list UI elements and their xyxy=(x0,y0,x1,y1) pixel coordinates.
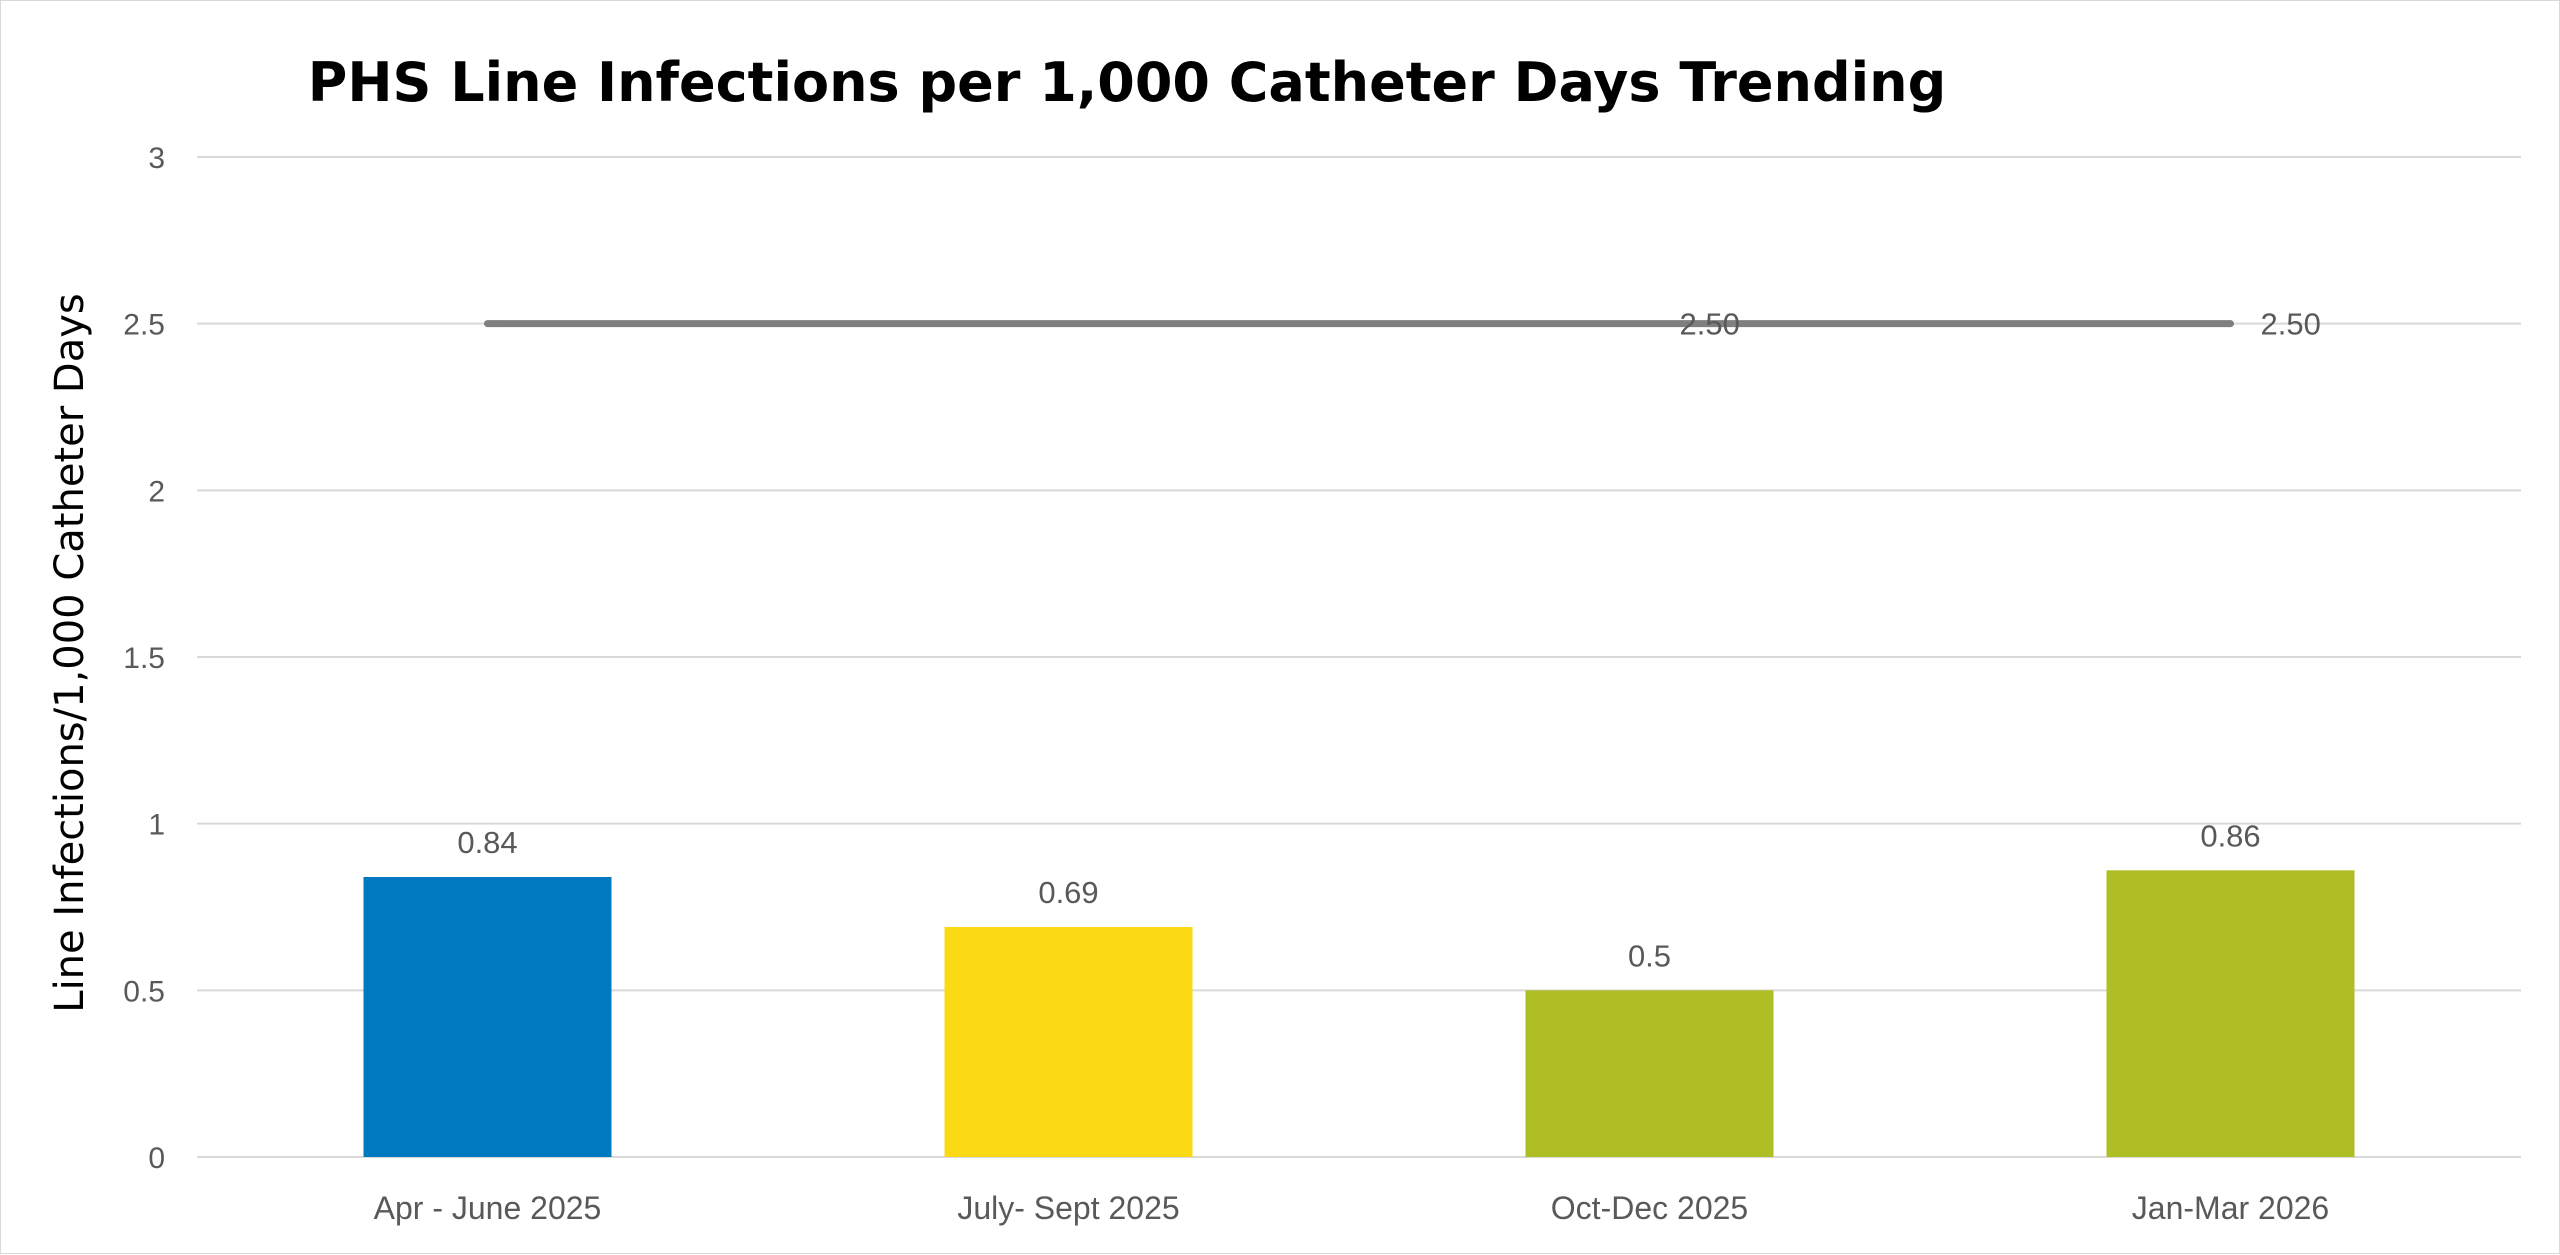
y-tick-label: 2.5 xyxy=(123,309,165,342)
y-tick-label: 1 xyxy=(148,809,165,842)
chart-title: PHS Line Infections per 1,000 Catheter D… xyxy=(308,51,1946,114)
target-value-label: 2.50 xyxy=(2261,307,2321,342)
bar-value-label: 0.69 xyxy=(1038,875,1098,910)
y-axis-ticks: 0 0.5 1 1.5 2 2.5 3 xyxy=(123,142,165,1175)
bar xyxy=(1525,990,1774,1157)
target-value-label: 2.50 xyxy=(1680,307,1740,342)
bar-value-label: 0.5 xyxy=(1628,938,1671,973)
y-tick-label: 0 xyxy=(148,1142,165,1175)
y-tick-label: 1.5 xyxy=(123,642,165,675)
data-labels: 0.84 0.69 0.5 0.86 2.50 2.50 xyxy=(457,307,2321,974)
bar-series xyxy=(363,870,2355,1157)
y-tick-label: 0.5 xyxy=(123,975,165,1008)
x-axis-categories: Apr - June 2025 July- Sept 2025 Oct-Dec 20… xyxy=(374,1190,2330,1226)
x-category-label: Apr - June 2025 xyxy=(374,1190,602,1226)
bar xyxy=(944,927,1193,1157)
y-tick-label: 3 xyxy=(148,142,165,175)
bar xyxy=(363,877,612,1157)
bar-value-label: 0.84 xyxy=(457,825,517,860)
x-category-label: Oct-Dec 2025 xyxy=(1551,1190,1748,1226)
bar xyxy=(2106,870,2355,1157)
y-tick-label: 2 xyxy=(148,475,165,508)
y-axis-label: Line Infections/1,000 Catheter Days xyxy=(47,293,93,1012)
bar-value-label: 0.86 xyxy=(2200,818,2260,853)
x-category-label: July- Sept 2025 xyxy=(957,1190,1179,1226)
x-category-label: Jan-Mar 2026 xyxy=(2132,1190,2329,1226)
